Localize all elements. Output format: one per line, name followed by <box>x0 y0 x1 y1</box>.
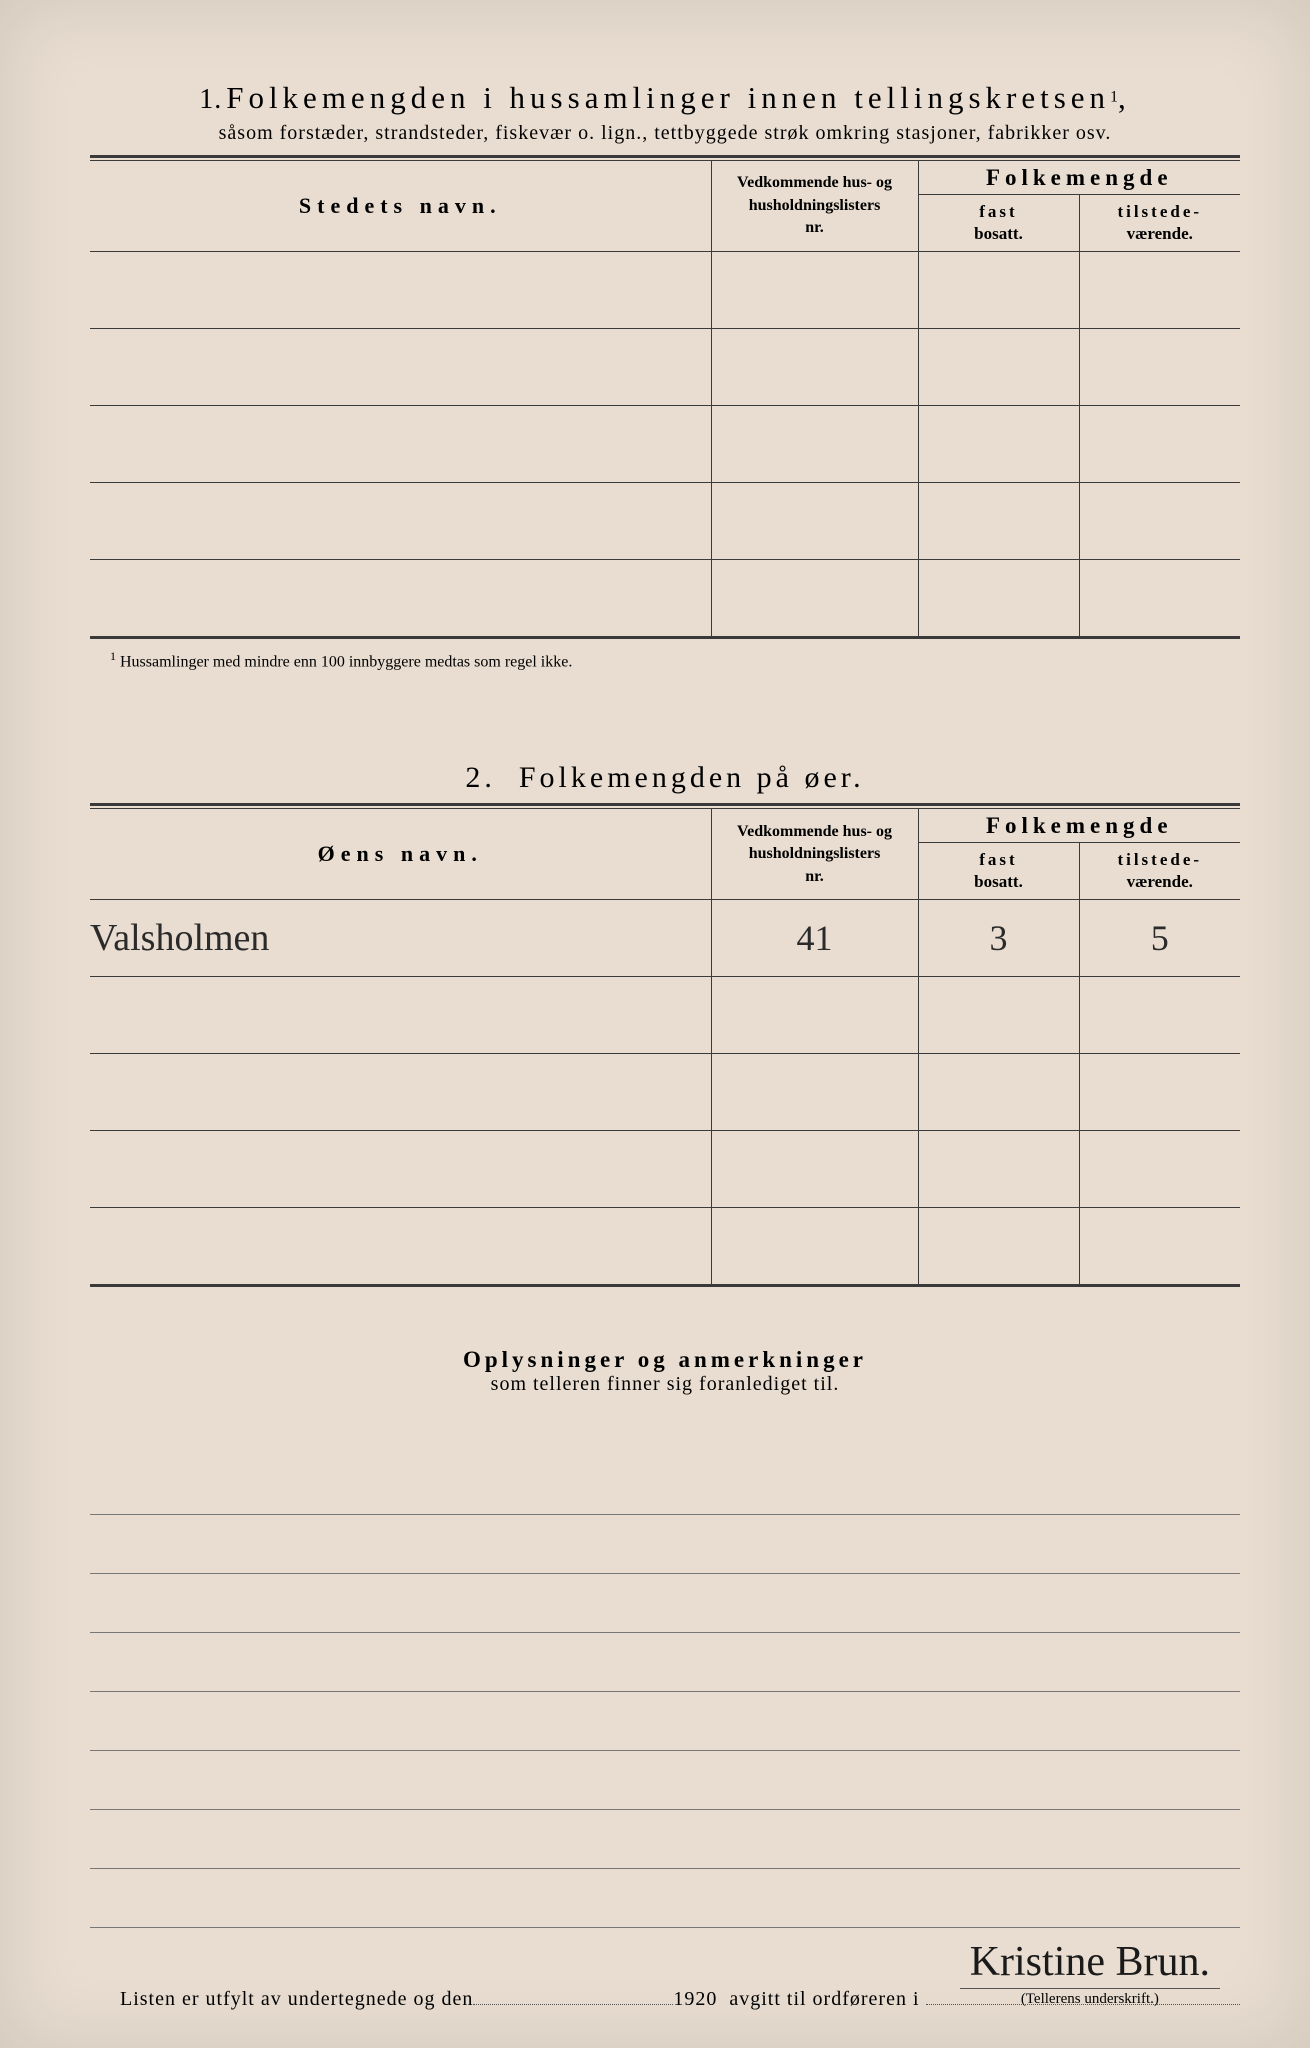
section2-bottom-rule <box>90 1284 1240 1287</box>
col-oens-navn: Øens navn. <box>90 809 711 900</box>
ruled-line <box>90 1810 1240 1869</box>
section1-heading: 1. Folkemengden i hussamlinger innen tel… <box>90 80 1240 116</box>
col-folkemengde: Folkemengde <box>918 161 1240 195</box>
remarks-lines <box>90 1456 1240 1928</box>
section1-number: 1. <box>199 84 222 115</box>
section1-bottom-rule <box>90 636 1240 639</box>
signature: Kristine Brun. <box>960 1938 1220 1989</box>
section1-subtitle: såsom forstæder, strandsteder, fiskevær … <box>90 122 1240 145</box>
ruled-line <box>90 1869 1240 1928</box>
col-tilstede: tilstede-værende. <box>1079 195 1240 252</box>
section2-rule <box>90 803 1240 806</box>
ruled-line <box>90 1633 1240 1692</box>
section1-title-text: Folkemengden i hussamlinger innen tellin… <box>226 80 1110 115</box>
section2-table: Øens navn. Vedkommende hus- og husholdni… <box>90 808 1240 1285</box>
ruled-line <box>90 1574 1240 1633</box>
table-row <box>90 977 1240 1054</box>
section1-rule <box>90 155 1240 158</box>
table-row <box>90 1054 1240 1131</box>
table-row <box>90 560 1240 637</box>
island-til: 5 <box>1079 900 1240 977</box>
island-fast: 3 <box>918 900 1079 977</box>
signature-label: (Tellerens underskrift.) <box>960 1991 1220 2008</box>
date-blank <box>473 2004 673 2005</box>
remarks-heading: Oplysninger og anmerkninger som telleren… <box>90 1347 1240 1396</box>
table-row <box>90 483 1240 560</box>
col-tilstede-2: tilstede-værende. <box>1079 843 1240 900</box>
footnote: 1 Hussamlinger med mindre enn 100 innbyg… <box>110 649 1240 671</box>
section2: 2. Folkemengden på øer. Øens navn. Vedko… <box>90 761 1240 1287</box>
col-fast-2: fastbosatt. <box>918 843 1079 900</box>
ruled-line <box>90 1456 1240 1515</box>
col-folkemengde-2: Folkemengde <box>918 809 1240 843</box>
col-stedets-navn: Stedets navn. <box>90 161 711 252</box>
signature-area: Kristine Brun. (Tellerens underskrift.) <box>960 1938 1220 2008</box>
table-row <box>90 329 1240 406</box>
section1-sup: 1 <box>1110 89 1118 106</box>
section2-heading: 2. Folkemengden på øer. <box>90 761 1240 795</box>
ruled-line <box>90 1515 1240 1574</box>
col-vedk: Vedkommende hus- og husholdningslisters … <box>711 161 918 252</box>
table-row <box>90 1208 1240 1285</box>
island-vedk: 41 <box>711 900 918 977</box>
table-row <box>90 252 1240 329</box>
census-form-page: 1. Folkemengden i hussamlinger innen tel… <box>0 0 1310 2048</box>
ruled-line <box>90 1751 1240 1810</box>
island-name: Valsholmen <box>90 900 711 977</box>
col-fast: fastbosatt. <box>918 195 1079 252</box>
ruled-line <box>90 1692 1240 1751</box>
col-vedk-2: Vedkommende hus- og husholdningslisters … <box>711 809 918 900</box>
table-row <box>90 406 1240 483</box>
section1-table: Stedets navn. Vedkommende hus- og hushol… <box>90 160 1240 637</box>
table-row: Valsholmen 41 3 5 <box>90 900 1240 977</box>
table-row <box>90 1131 1240 1208</box>
